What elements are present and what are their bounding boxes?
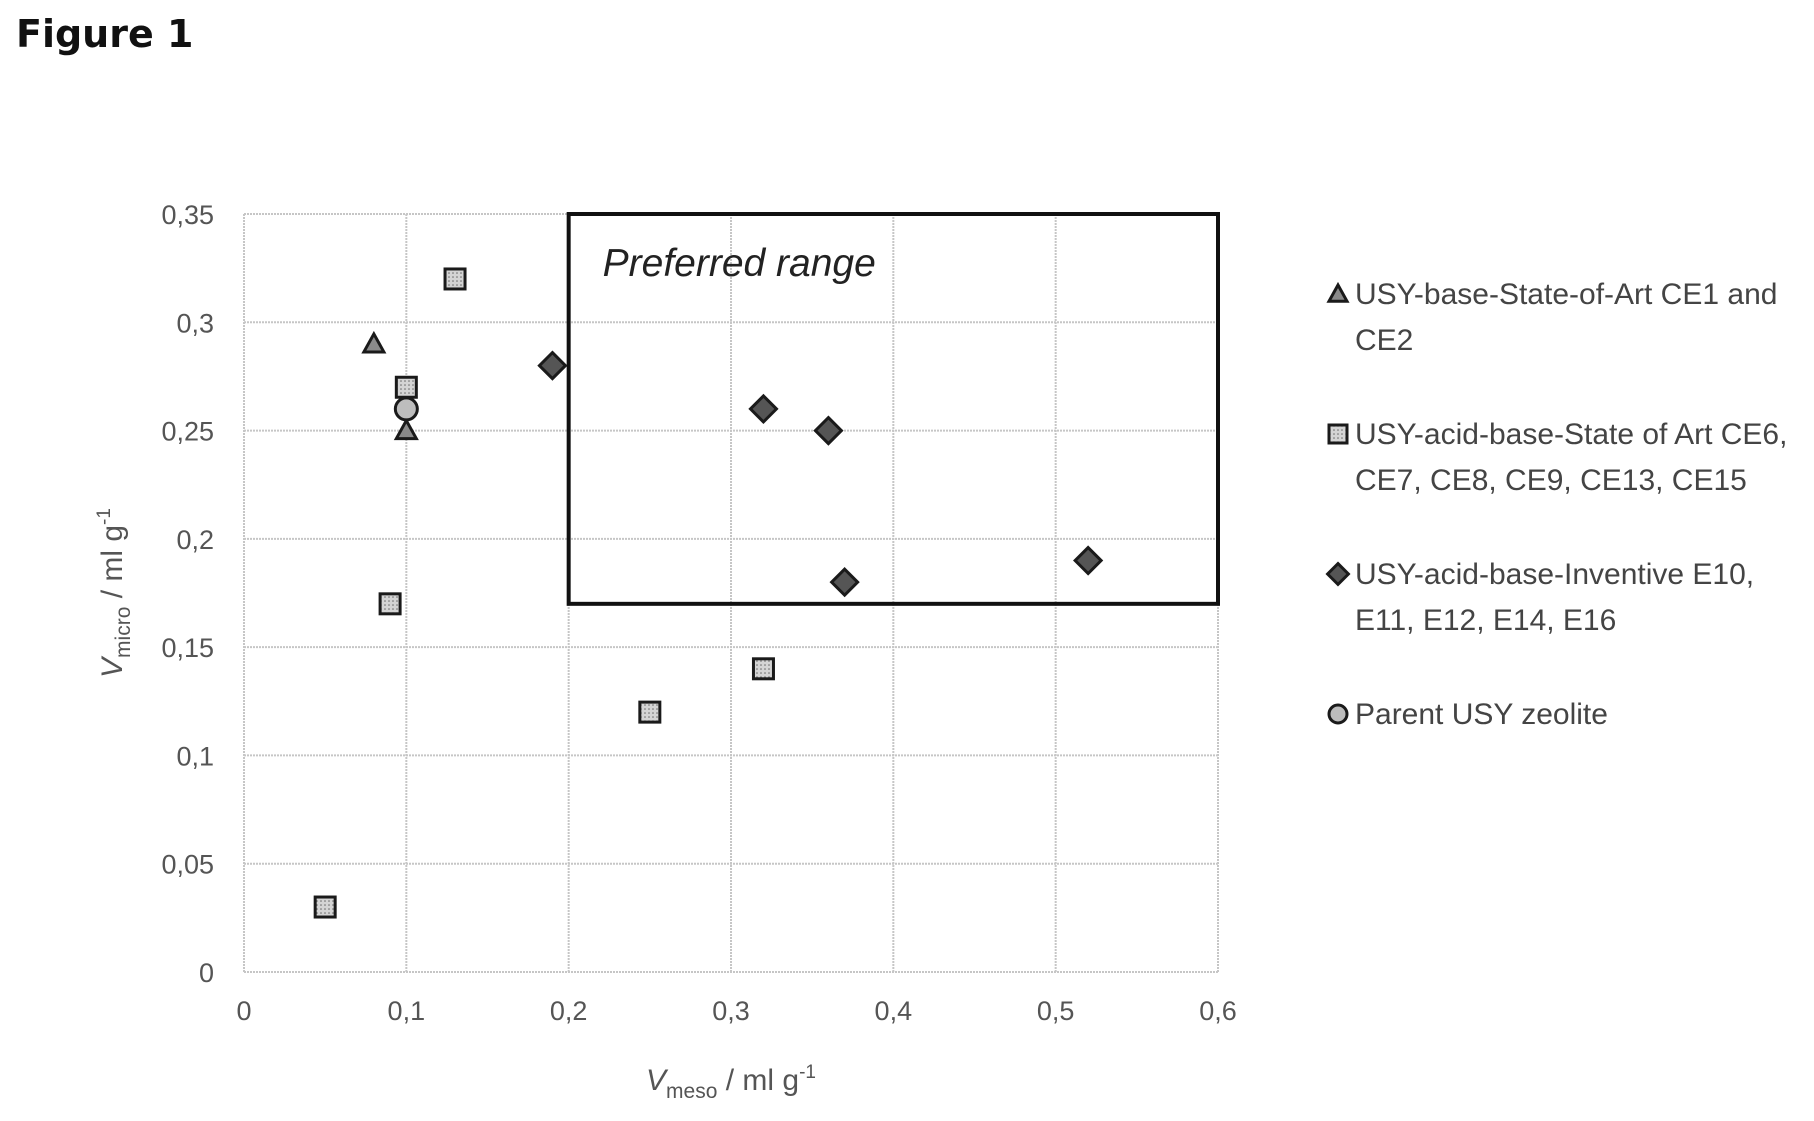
data-point-diamond	[1075, 548, 1101, 574]
data-point-diamond	[832, 569, 858, 595]
y-tick-label: 0,35	[161, 200, 214, 230]
data-point-triangle	[364, 334, 384, 352]
x-tick-label: 0,2	[550, 996, 588, 1026]
y-tick-label: 0	[199, 958, 214, 988]
y-axis-label: Vmicro / ml g-1	[94, 508, 135, 678]
x-tick-label: 0,5	[1037, 996, 1075, 1026]
legend-label: USY-base-State-of-Art CE1 and CE2	[1355, 278, 1777, 357]
data-point-square	[380, 594, 400, 614]
legend: USY-base-State-of-Art CE1 and CE2 USY-aci…	[1325, 272, 1805, 786]
data-point-square	[315, 897, 335, 917]
legend-entry: USY-acid-base-State of Art CE6, CE7, CE8…	[1325, 412, 1805, 504]
legend-circle-icon	[1325, 701, 1351, 727]
legend-entry: USY-acid-base-Inventive E10, E11, E12, E…	[1325, 552, 1805, 644]
scatter-chart: 0 0,1 0,2 0,3 0,4 0,5 0,6 0 0,05 0,1 0,15 0,2 0,25 0,…	[0, 0, 1300, 1121]
y-tick-label: 0,15	[161, 633, 214, 663]
y-tick-label: 0,25	[161, 417, 214, 447]
data-point-circle	[395, 398, 417, 420]
preferred-range-label: Preferred range	[603, 242, 876, 285]
data-point-diamond	[815, 418, 841, 444]
legend-label: USY-acid-base-Inventive E10, E11, E12, E…	[1355, 558, 1754, 637]
legend-triangle-icon	[1325, 281, 1351, 307]
x-tick-label: 0,3	[712, 996, 750, 1026]
data-point-square	[753, 659, 773, 679]
data-point-square	[640, 702, 660, 722]
x-axis-label: Vmeso / ml g-1	[646, 1062, 816, 1103]
legend-diamond-icon	[1325, 561, 1351, 587]
data-point-square	[396, 377, 416, 397]
x-tick-label: 0,1	[388, 996, 426, 1026]
legend-square-icon	[1325, 421, 1351, 447]
x-tick-label: 0,4	[875, 996, 913, 1026]
y-tick-label: 0,05	[161, 850, 214, 880]
legend-entry: USY-base-State-of-Art CE1 and CE2	[1325, 272, 1805, 364]
y-tick-label: 0,1	[176, 741, 214, 771]
x-tick-label: 0	[236, 996, 251, 1026]
data-point-square	[445, 269, 465, 289]
y-tick-label: 0,3	[176, 308, 214, 338]
data-points	[315, 269, 1101, 917]
legend-label: USY-acid-base-State of Art CE6, CE7, CE8…	[1355, 418, 1787, 497]
x-tick-label: 0,6	[1199, 996, 1237, 1026]
data-point-diamond	[750, 396, 776, 422]
legend-entry: Parent USY zeolite	[1325, 692, 1805, 738]
y-tick-label: 0,2	[176, 525, 214, 555]
data-point-diamond	[539, 353, 565, 379]
legend-label: Parent USY zeolite	[1355, 698, 1608, 731]
